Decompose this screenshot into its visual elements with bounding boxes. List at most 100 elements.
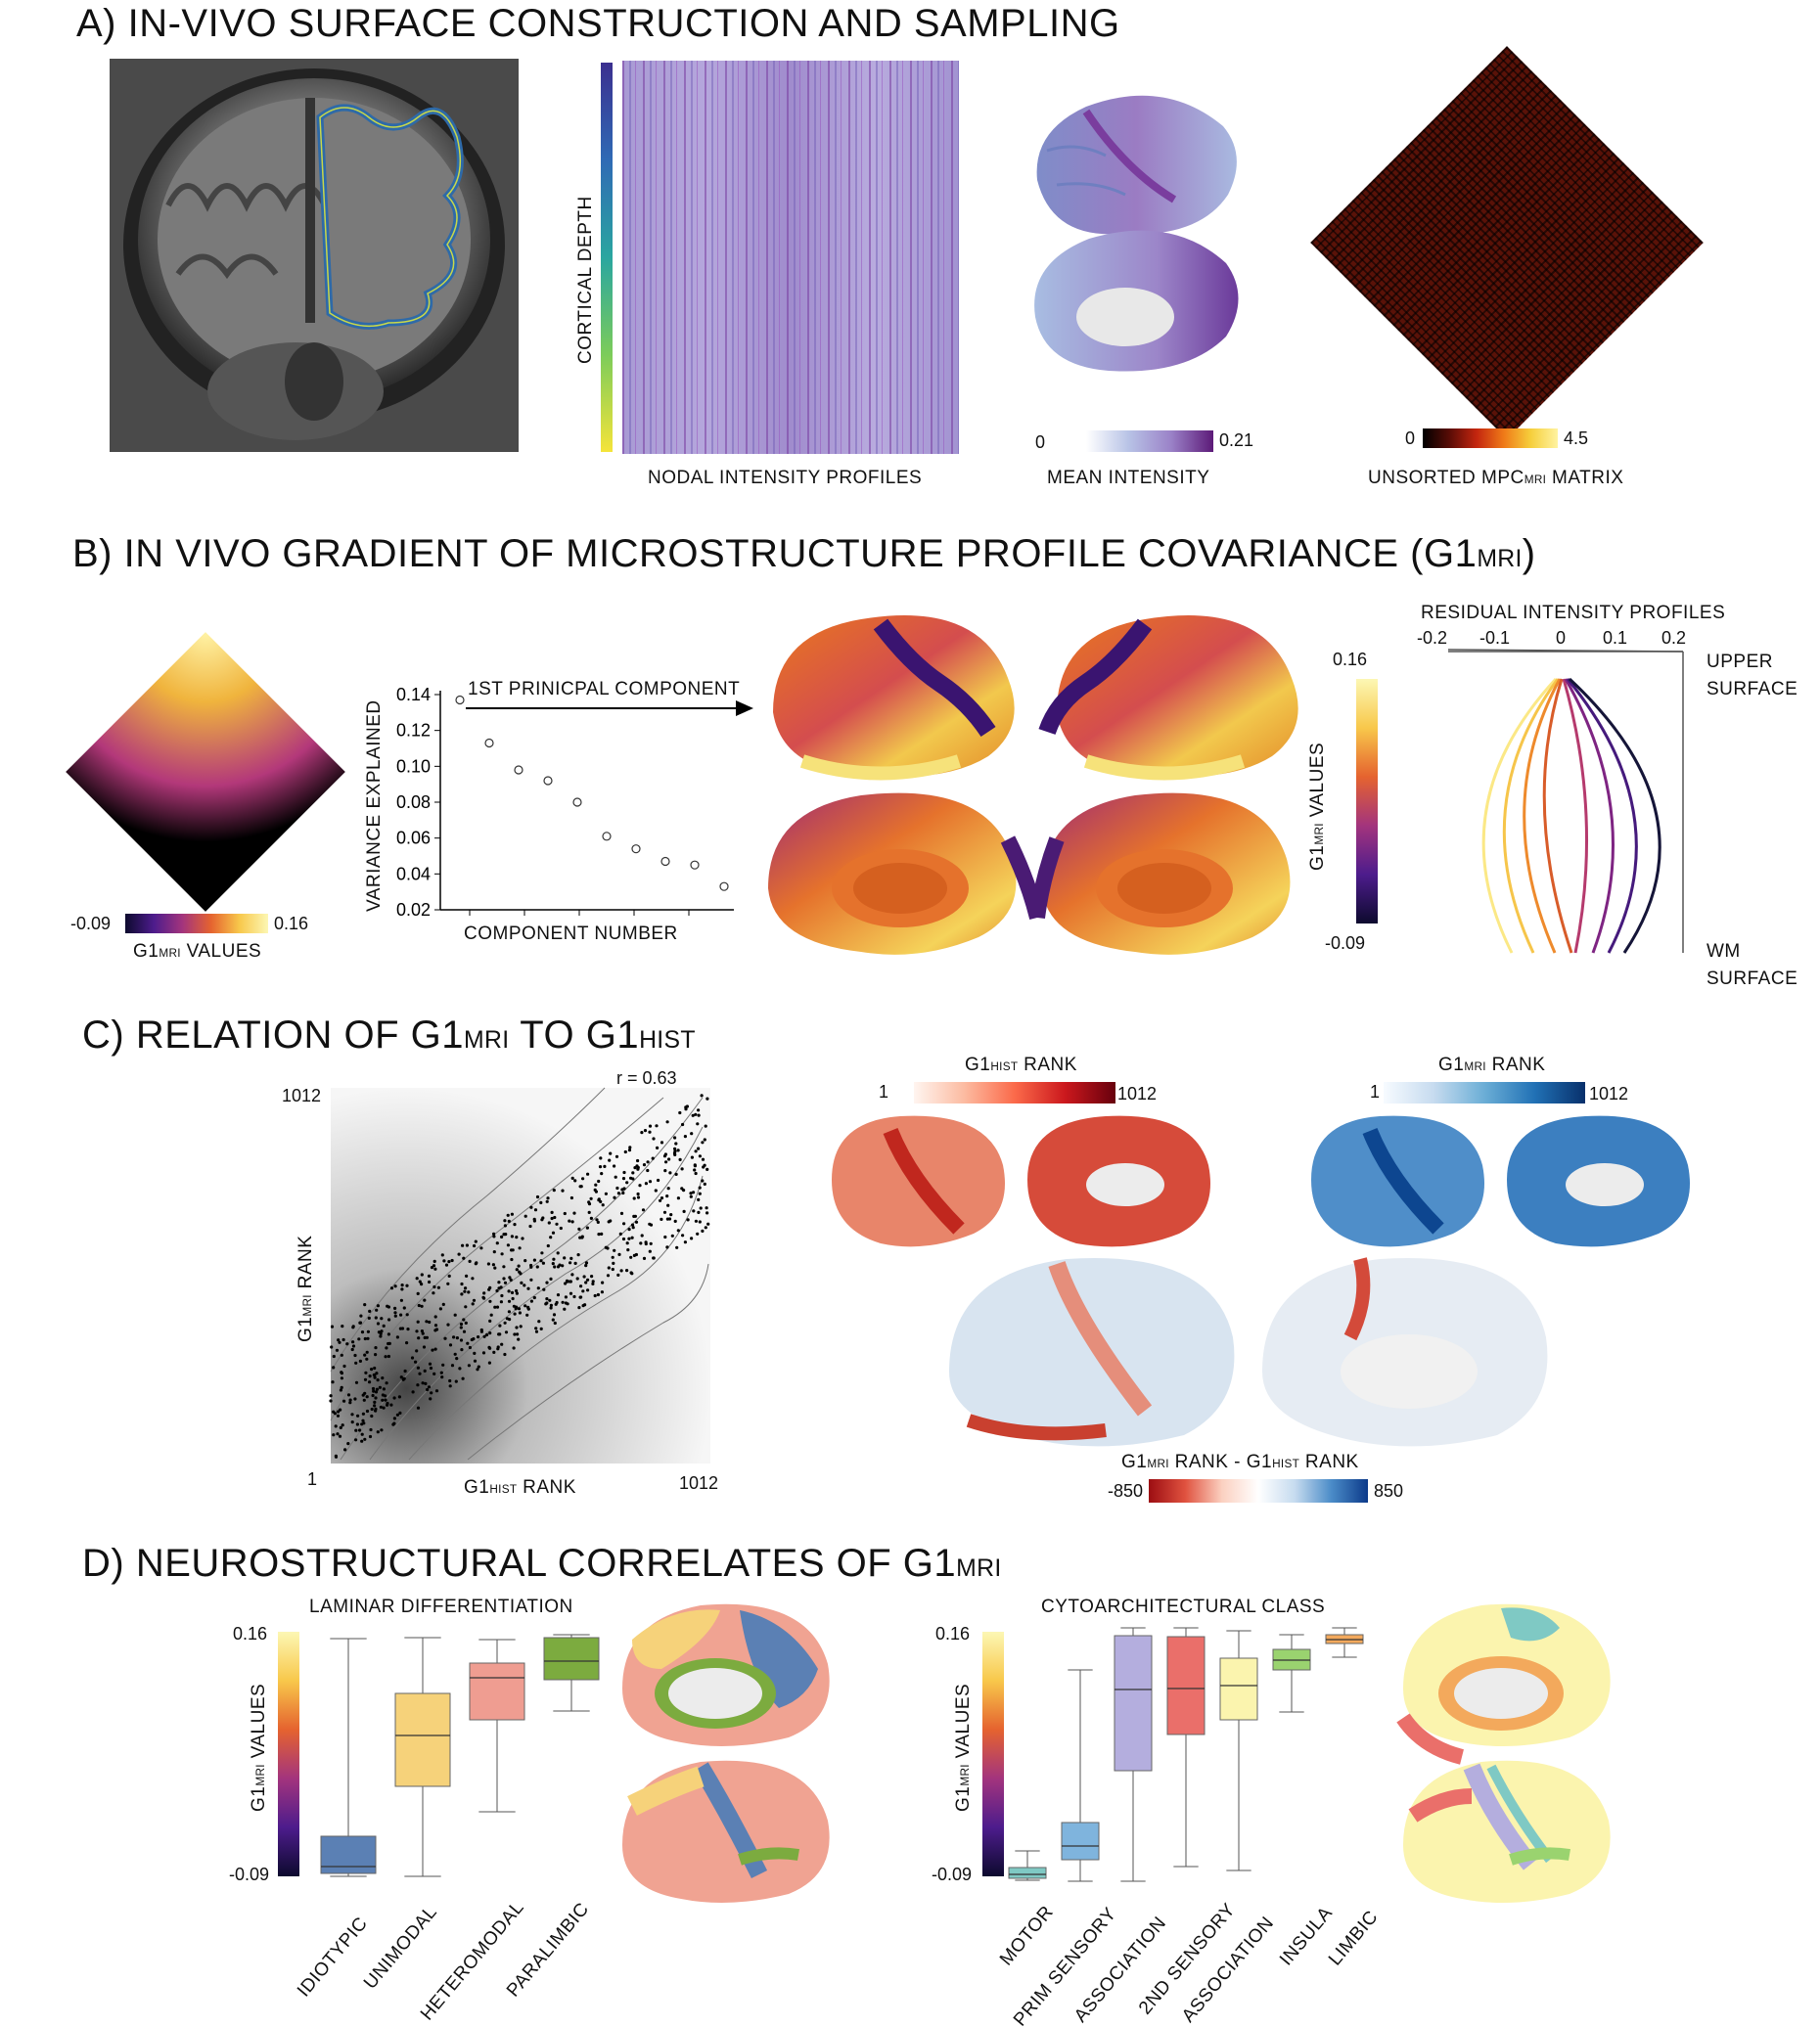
rank-scatter-point: [371, 1386, 376, 1391]
rank-scatter-point: [348, 1398, 352, 1402]
rank-scatter-point: [697, 1210, 701, 1214]
rank-scatter-point: [386, 1401, 389, 1406]
rank-scatter-point: [336, 1414, 341, 1418]
rank-scatter-point: [564, 1301, 568, 1305]
rank-scatter-point: [346, 1393, 351, 1397]
rank-scatter-point: [503, 1321, 507, 1325]
rank-scatter-point: [578, 1236, 582, 1239]
rank-scatter-point: [569, 1291, 573, 1295]
rank-scatter-point: [499, 1285, 503, 1289]
rank-scatter-point: [441, 1363, 445, 1367]
rank-scatter-point: [420, 1283, 424, 1286]
rank-scatter-point: [416, 1320, 420, 1324]
rank-scatter-point: [448, 1378, 452, 1383]
rank-scatter-point: [342, 1364, 346, 1369]
rank-scatter-point: [682, 1209, 686, 1213]
rank-scatter-point: [376, 1378, 380, 1382]
rank-scatter-point: [648, 1124, 653, 1128]
rank-scatter-point: [682, 1189, 686, 1193]
rank-scatter-point: [576, 1253, 580, 1257]
scree-xlabel: COMPONENT NUMBER: [464, 923, 678, 944]
rank-difference-brain-surfaces: [949, 1257, 1548, 1447]
rank-scatter-point: [492, 1350, 496, 1354]
rank-scatter-point: [611, 1255, 614, 1259]
rank-scatter-point: [692, 1209, 696, 1213]
rank-scatter-point: [334, 1424, 338, 1428]
rank-scatter-point: [506, 1213, 510, 1217]
rank-scatter-point: [697, 1197, 701, 1201]
rank-scatter-point: [698, 1154, 702, 1158]
rank-scatter-point: [479, 1329, 483, 1333]
rank-scatter-point: [676, 1196, 680, 1200]
rank-scatter-point: [555, 1222, 559, 1226]
rank-scatter-point: [684, 1105, 688, 1109]
rank-scatter-point: [539, 1200, 543, 1204]
rank-scatter-point: [374, 1396, 378, 1400]
rank-scatter-point: [482, 1334, 486, 1338]
rank-scatter-point: [627, 1237, 631, 1240]
rank-scatter-point: [354, 1361, 358, 1365]
rank-scatter-point: [674, 1172, 678, 1176]
rank-scatter-point: [381, 1398, 385, 1402]
rank-scatter-point: [360, 1422, 364, 1426]
rank-scatter-point: [492, 1250, 496, 1254]
rank-scatter-point: [584, 1264, 588, 1268]
rank-scatter-point: [586, 1288, 590, 1292]
rank-scatter-point: [601, 1203, 605, 1207]
rank-scatter-point: [493, 1305, 497, 1309]
rank-scatter-point: [366, 1329, 370, 1333]
rank-scatter-point: [550, 1210, 554, 1214]
rank-scatter-point: [620, 1188, 624, 1192]
mpc-min: 0: [1405, 428, 1416, 448]
rank-scatter-point: [669, 1213, 673, 1217]
rank-scatter-point: [603, 1164, 607, 1168]
rank-scatter-point: [363, 1377, 368, 1381]
rank-scatter-point: [549, 1277, 553, 1281]
rank-scatter-point: [519, 1325, 523, 1329]
rank-scatter-point: [689, 1194, 693, 1198]
rank-scatter-point: [405, 1284, 409, 1287]
rank-scatter-point: [683, 1240, 687, 1244]
rank-scatter-point: [628, 1146, 632, 1149]
rank-scatter-point: [694, 1219, 698, 1223]
rank-scatter-point: [507, 1299, 512, 1303]
rank-scatter-point: [417, 1336, 421, 1340]
rank-scatter-point: [427, 1385, 432, 1389]
laminar-category-labels: IDIOTYPIC UNIMODAL HETEROMODAL PARALIMBI…: [294, 1897, 607, 2024]
rank-diff-max: 850: [1374, 1481, 1404, 1501]
rank-scatter-point: [600, 1290, 604, 1294]
rank-scatter-point: [332, 1354, 336, 1359]
rank-scatter-point: [549, 1306, 553, 1310]
residual-tick-1: -0.2: [1417, 628, 1448, 648]
rank-scatter-point: [696, 1232, 700, 1236]
rank-scatter-point: [507, 1219, 511, 1223]
rank-scatter-point: [563, 1256, 567, 1260]
scree-point: [602, 832, 612, 841]
rank-scatter-point: [363, 1437, 367, 1441]
rank-scatter-point: [474, 1239, 478, 1243]
rank-scatter-point: [703, 1138, 706, 1142]
rank-scatter-point: [430, 1266, 434, 1270]
rank-scatter-point: [643, 1129, 648, 1133]
rank-scatter-point: [641, 1208, 646, 1212]
rank-scatter-point: [373, 1404, 377, 1408]
rank-scatter-point: [547, 1221, 551, 1225]
g1-mri-brain-surfaces: [768, 615, 1298, 955]
rank-scatter-point: [365, 1357, 369, 1361]
rank-scatter-point: [689, 1192, 693, 1195]
rank-scatter-point: [495, 1305, 500, 1309]
rank-scatter-point: [515, 1291, 519, 1295]
rank-scatter-point: [626, 1248, 630, 1252]
cyto-ymax: 0.16: [935, 1624, 971, 1644]
rank-scatter-point: [664, 1160, 668, 1164]
rank-scatter-point: [636, 1192, 640, 1196]
mean-intensity-max: 0.21: [1219, 430, 1254, 450]
rank-scatter-point: [569, 1256, 573, 1260]
rank-scatter-point: [636, 1195, 641, 1199]
rank-scatter-point: [460, 1282, 464, 1286]
rank-scatter-point: [423, 1369, 427, 1373]
rank-scatter-point: [642, 1163, 647, 1167]
box-association: [1114, 1635, 1153, 1772]
rank-scatter-point: [400, 1287, 404, 1291]
rank-scatter-point: [350, 1413, 354, 1417]
